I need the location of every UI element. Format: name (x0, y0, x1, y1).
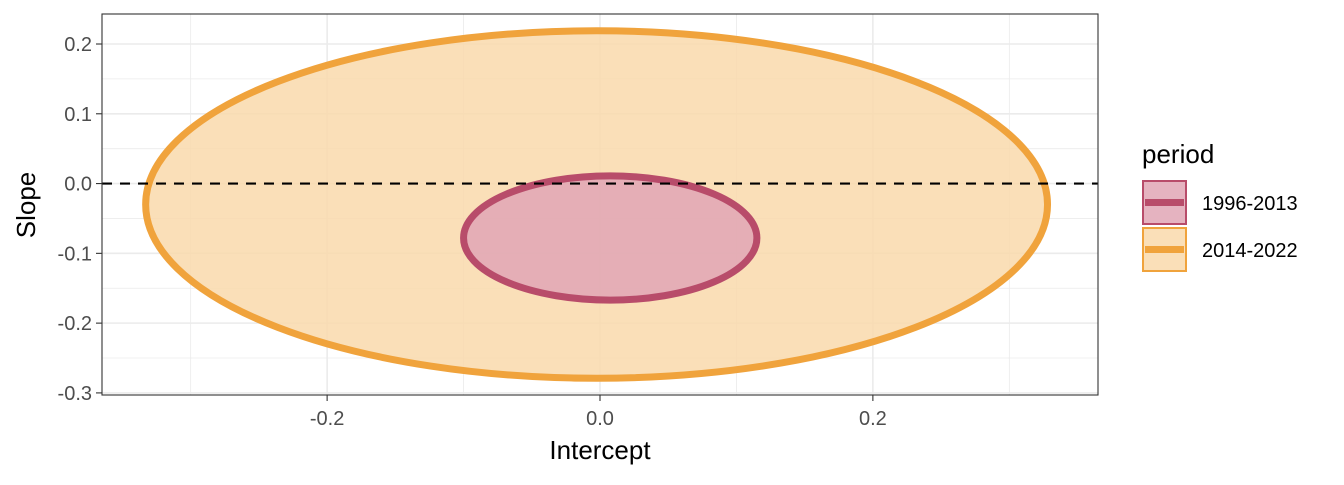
ellipse-1996-2013 (460, 172, 761, 304)
x-axis-title: Intercept (549, 435, 651, 465)
x-tick-label: 0.2 (859, 408, 887, 430)
legend-label: 1996-2013 (1202, 193, 1298, 215)
ellipses (142, 27, 1052, 382)
legend: period 1996-2013 2014-2022 (1142, 139, 1298, 272)
x-tick-label: -0.2 (310, 408, 344, 430)
y-tick-label: 0.0 (64, 174, 92, 196)
y-tick-label: -0.3 (58, 383, 92, 405)
x-tick-label: 0.0 (586, 408, 614, 430)
y-tick-label: -0.1 (58, 243, 92, 265)
y-axis-title: Slope (11, 172, 41, 239)
y-tick-label: 0.1 (64, 104, 92, 126)
axes: -0.2 0.0 0.2 0.2 0.1 0.0 -0.1 -0.2 -0.3 (58, 34, 887, 430)
legend-label: 2014-2022 (1202, 240, 1298, 262)
y-tick-label: 0.2 (64, 34, 92, 56)
y-tick-label: -0.2 (58, 313, 92, 335)
legend-title: period (1142, 139, 1214, 169)
